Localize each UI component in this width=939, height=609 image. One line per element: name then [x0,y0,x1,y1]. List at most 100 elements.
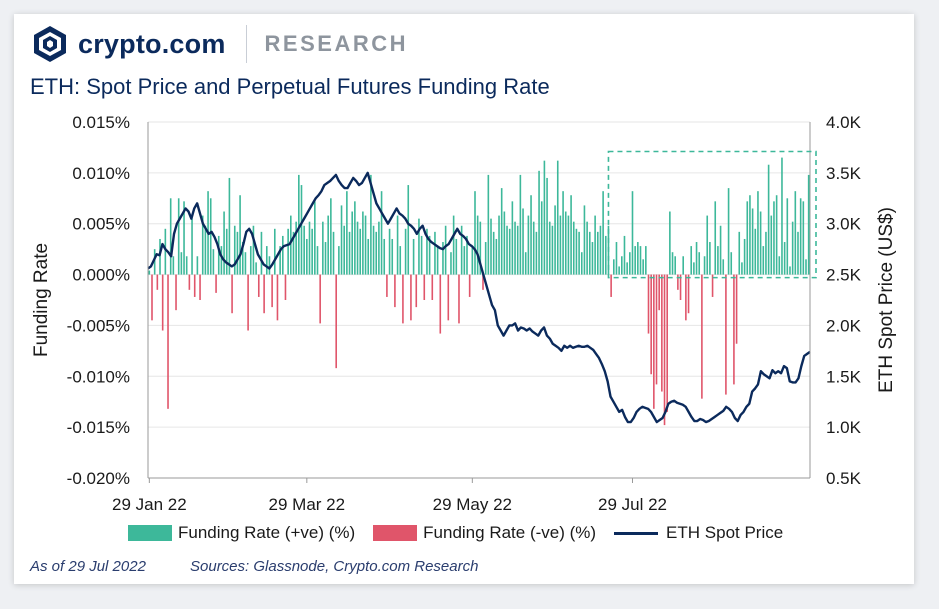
funding-bar-positive [743,238,746,275]
funding-bar-positive [511,201,514,275]
left-tick-label: 0.005% [72,215,130,234]
funding-bar-positive [615,242,618,275]
funding-bar-positive [770,215,773,275]
price-series [147,171,811,424]
funding-bar-negative [284,274,287,300]
funding-bar-positive [391,238,394,275]
funding-bar-positive [506,225,508,275]
funding-bar-negative [319,274,321,324]
legend-item-price: ETH Spot Price [614,523,783,543]
funding-bar-positive [183,201,185,275]
funding-bar-positive [540,201,543,275]
funding-bar-negative [439,274,442,334]
funding-bar-negative [188,274,191,290]
funding-bar-positive [802,201,805,275]
funding-bar-negative [685,274,687,321]
funding-bar-positive [220,246,223,275]
funding-bar-positive [783,242,786,275]
eth-price-line [147,171,811,424]
funding-bar-positive [201,215,204,275]
funding-bar-negative [231,274,233,314]
funding-bar-negative [415,274,418,308]
funding-bar-positive [265,246,268,275]
funding-bar-positive [591,242,594,275]
funding-bar-positive [530,195,532,275]
brand-name: crypto.com [78,28,226,59]
left-tick-label: 0.010% [72,164,130,183]
funding-bar-positive [749,195,751,275]
funding-bar-positive [239,195,241,275]
funding-bar-positive [396,215,399,275]
funding-bar-positive [460,225,463,275]
left-tick-label: -0.020% [67,469,130,488]
funding-bar-negative [666,274,668,412]
funding-bar-positive [364,215,367,275]
right-tick-label: 1.0K [826,418,862,437]
funding-bar-negative [733,274,735,385]
left-axis-title: Funding Rate [31,243,52,357]
funding-bar-positive [359,228,362,275]
funding-bar-positive [479,221,482,275]
funding-bar-negative [655,274,658,385]
funding-bar-positive [503,211,506,275]
right-tick-label: 3.0K [826,215,862,234]
chart-title: ETH: Spot Price and Perpetual Futures Fu… [30,74,550,99]
funding-bar-positive [527,215,530,275]
funding-bar-positive [671,252,674,275]
funding-bar-positive [407,185,410,275]
positive-bars [148,157,810,275]
funding-bar-negative [402,274,404,324]
funding-bar-positive [791,221,794,275]
legend-swatch-price [614,531,659,535]
legend-swatch-positive [128,525,172,541]
funding-bar-positive [546,177,548,275]
funding-bar-positive [292,231,295,275]
funding-bar-negative [679,274,682,300]
funding-bar-negative [167,274,169,409]
funding-bar-positive [618,266,620,275]
funding-bar-positive [225,228,228,275]
funding-bar-positive [572,221,575,275]
funding-bar-negative [151,274,153,321]
funding-bar-positive [316,246,319,275]
funding-bar-positive [604,235,607,275]
funding-bar-positive [306,238,308,275]
funding-bar-positive [327,215,329,275]
funding-bar-positive [476,215,479,275]
funding-bar-positive [426,228,428,275]
funding-bar-positive [249,246,252,275]
funding-bar-positive [471,246,474,275]
funding-bar-positive [746,201,749,275]
funding-bar-positive [799,198,802,275]
funding-bar-positive [367,238,370,275]
funding-bar-positive [322,221,324,275]
funding-bar-positive [548,221,551,275]
funding-bar-positive [567,215,570,275]
funding-bar-positive [404,228,407,275]
funding-bar-negative [687,274,690,314]
funding-bar-positive [236,231,239,275]
funding-bar-positive [775,195,778,275]
funding-bar-negative [156,274,159,290]
funding-bar-positive [172,256,175,275]
highlight-rect [607,150,817,279]
funding-bar-positive [500,188,503,275]
funding-bar-positive [580,252,583,275]
funding-bar-positive [767,164,770,275]
funding-bar-negative [447,274,450,321]
funding-bar-positive [695,242,698,275]
funding-bar-positive [412,238,415,275]
funding-bar-positive [330,198,332,275]
left-tick-label: -0.005% [67,316,130,335]
funding-bar-positive [260,231,263,275]
funding-bar-positive [717,246,719,275]
funding-bar-negative [247,274,249,331]
funding-bar-positive [762,246,765,275]
funding-bar-positive [807,174,810,275]
funding-bar-positive [185,256,188,275]
funding-bar-negative [701,274,703,399]
funding-bar-positive [244,252,247,275]
funding-bar-positive [621,256,623,275]
legend: Funding Rate (+ve) (%) Funding Rate (-ve… [128,523,801,543]
axes [147,122,811,479]
